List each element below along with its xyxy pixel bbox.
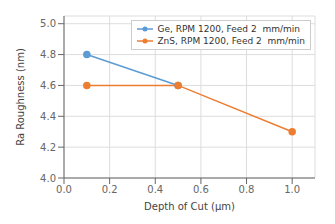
svg-text:1.0: 1.0: [284, 184, 300, 195]
html-text:ZnS, RPM 1200, Feed 2 mm/min: ZnS, RPM 1200, Feed 2 mm/min: [157, 36, 305, 46]
svg-text:5.0: 5.0: [40, 18, 56, 29]
svg-text:Ra Roughness (nm): Ra Roughness (nm): [15, 48, 26, 146]
svg-text:0.4: 0.4: [147, 184, 163, 195]
svg-text:0.0: 0.0: [56, 184, 72, 195]
svg-text:0.8: 0.8: [239, 184, 255, 195]
svg-text:4.0: 4.0: [40, 173, 56, 184]
svg-text:4.4: 4.4: [40, 111, 56, 122]
svg-text:4.8: 4.8: [40, 49, 56, 60]
svg-text:0.6: 0.6: [193, 184, 209, 195]
svg-text:4.6: 4.6: [40, 80, 56, 91]
svg-text:4.2: 4.2: [40, 142, 56, 153]
svg-text:Depth of Cut (μm): Depth of Cut (μm): [144, 201, 235, 212]
html-text:Ge, RPM 1200, Feed 2 mm/min: Ge, RPM 1200, Feed 2 mm/min: [157, 24, 300, 34]
svg-text:0.2: 0.2: [102, 184, 118, 195]
